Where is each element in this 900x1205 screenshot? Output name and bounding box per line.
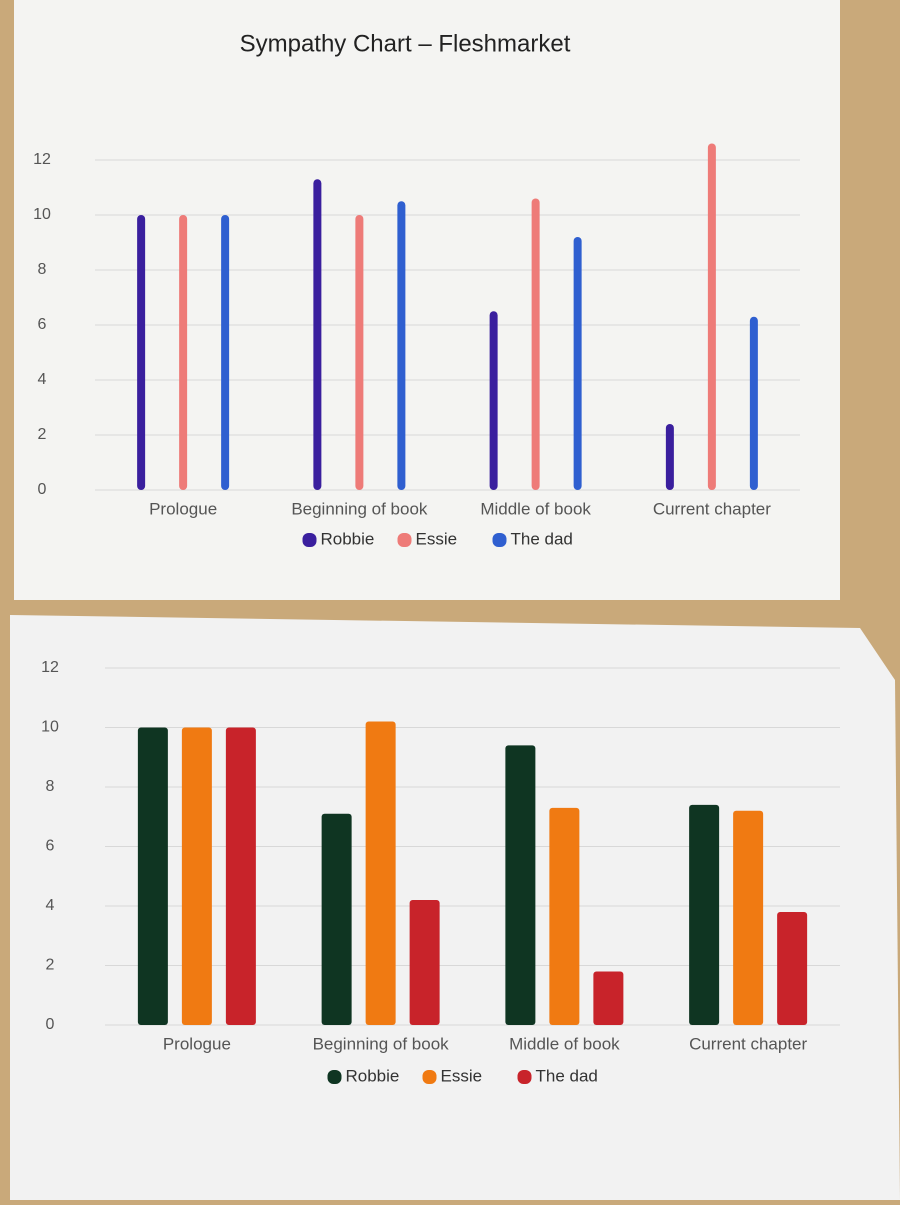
paper-top <box>14 0 840 600</box>
chart-title: Sympathy Chart – Fleshmarket <box>240 30 571 57</box>
x-tick-label: Beginning of book <box>313 1034 450 1053</box>
bar <box>137 215 146 490</box>
y-tick-label: 4 <box>38 371 47 388</box>
bar <box>749 316 758 490</box>
y-tick-label: 10 <box>33 206 51 223</box>
legend-swatch <box>422 1070 437 1084</box>
x-tick-label: Prologue <box>149 499 217 518</box>
bar <box>689 804 720 1025</box>
x-tick-label: Middle of book <box>509 1034 620 1053</box>
bar <box>321 813 352 1025</box>
bar <box>777 911 808 1025</box>
y-tick-label: 4 <box>46 897 55 914</box>
x-tick-label: Current chapter <box>689 1034 807 1053</box>
legend-label: Robbie <box>346 1066 400 1085</box>
x-tick-label: Prologue <box>163 1034 231 1053</box>
legend-label: Essie <box>441 1066 483 1085</box>
x-tick-label: Beginning of book <box>291 499 428 518</box>
bar <box>505 745 536 1025</box>
legend-label: Robbie <box>321 529 375 548</box>
bar <box>355 215 364 490</box>
legend-swatch <box>492 533 507 547</box>
bar <box>665 424 674 490</box>
bar <box>409 900 440 1025</box>
legend-swatch <box>517 1070 532 1084</box>
bar <box>313 179 322 490</box>
y-tick-label: 8 <box>38 261 47 278</box>
bar <box>733 810 764 1025</box>
bar <box>181 727 212 1025</box>
bar <box>225 727 256 1025</box>
x-tick-label: Middle of book <box>480 499 591 518</box>
y-tick-label: 2 <box>46 957 55 974</box>
bar <box>397 201 406 490</box>
y-tick-label: 6 <box>46 838 55 855</box>
bar <box>593 971 624 1025</box>
x-tick-label: Current chapter <box>653 499 771 518</box>
bar <box>137 727 168 1025</box>
legend-swatch <box>327 1070 342 1084</box>
y-tick-label: 12 <box>33 151 51 168</box>
bar <box>179 215 188 490</box>
y-tick-label: 8 <box>46 778 55 795</box>
y-tick-label: 12 <box>41 659 59 676</box>
y-tick-label: 2 <box>38 426 47 443</box>
legend-swatch <box>397 533 412 547</box>
y-tick-label: 6 <box>38 316 47 333</box>
bar <box>489 311 498 490</box>
bar <box>221 215 230 490</box>
bar <box>573 237 582 490</box>
y-tick-label: 10 <box>41 719 59 736</box>
bar <box>365 721 396 1025</box>
bar <box>531 198 540 490</box>
y-tick-label: 0 <box>46 1016 55 1033</box>
legend-label: Essie <box>416 529 458 548</box>
legend-label: The dad <box>511 529 573 548</box>
legend-swatch <box>302 533 317 547</box>
y-tick-label: 0 <box>38 481 47 498</box>
bar <box>549 807 580 1025</box>
bar <box>707 143 716 490</box>
legend-label: The dad <box>536 1066 598 1085</box>
